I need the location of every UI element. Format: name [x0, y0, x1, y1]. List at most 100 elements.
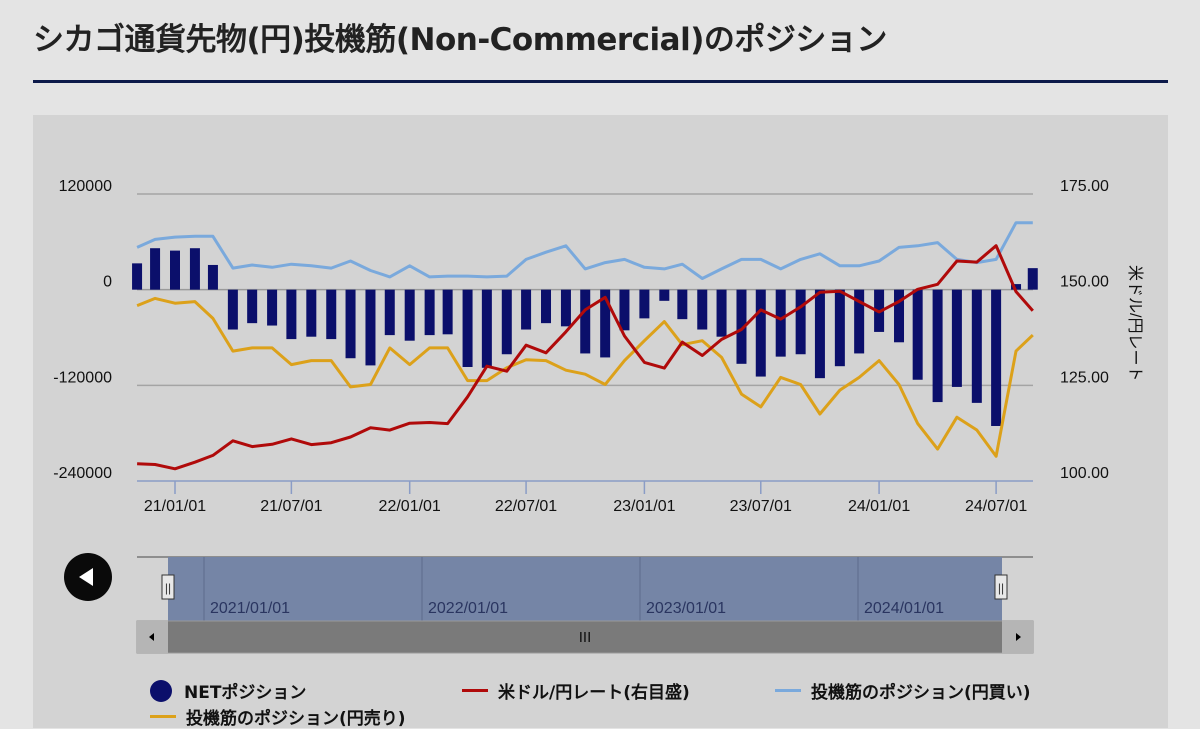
net-bar[interactable] — [501, 289, 512, 355]
x-tick-label: 23/01/01 — [613, 498, 675, 515]
x-tick-label: 24/01/01 — [848, 498, 910, 515]
net-bars — [132, 248, 1038, 426]
arrow-right-icon — [1016, 633, 1021, 641]
arrow-left-icon — [149, 633, 154, 641]
legend-dot-icon — [150, 679, 172, 702]
right-tick-label: 125.00 — [1060, 369, 1109, 386]
net-bar[interactable] — [170, 250, 180, 290]
net-bar[interactable] — [286, 289, 297, 340]
net-bar[interactable] — [326, 289, 337, 340]
usdjpy-line[interactable] — [137, 244, 1034, 471]
net-bar[interactable] — [580, 289, 591, 354]
net-bar[interactable] — [247, 289, 258, 324]
legend-label: 投機筋のポジション(円売り) — [186, 709, 406, 729]
net-bar[interactable] — [795, 289, 806, 355]
left-tick-label: 120000 — [59, 178, 112, 195]
x-tick-label: 24/07/01 — [965, 498, 1027, 515]
left-tick-label: 0 — [103, 274, 112, 291]
net-bar[interactable] — [345, 289, 356, 359]
axes — [137, 480, 1033, 494]
legend-item-long[interactable]: 投機筋のポジション(円買い) — [775, 678, 1031, 703]
net-bar[interactable] — [541, 289, 552, 324]
net-bar[interactable] — [384, 289, 395, 336]
net-bar[interactable] — [267, 289, 278, 326]
short-position-line[interactable] — [136, 296, 1034, 458]
right-tick-label: 175.00 — [1060, 178, 1109, 195]
navigator-label: 2021/01/01 — [210, 600, 290, 617]
scroll-grip-icon[interactable]: III — [579, 629, 592, 646]
x-tick-label: 23/07/01 — [730, 498, 792, 515]
navigator[interactable]: 2021/01/01 2022/01/01 2023/01/01 2024/01/01… — [137, 556, 1033, 621]
left-tick-label: -120000 — [53, 369, 112, 386]
navigator-label: 2024/01/01 — [864, 600, 944, 617]
tick-labels: 120000 0 -120000 -240000 175.00 150.00 125.00 1… — [53, 178, 1109, 515]
left-tick-label: -240000 — [53, 465, 112, 482]
net-bar[interactable] — [755, 289, 766, 377]
net-bar[interactable] — [424, 289, 435, 336]
net-bar[interactable] — [1011, 284, 1022, 290]
net-bar[interactable] — [306, 289, 317, 337]
legend-line-icon — [775, 689, 801, 692]
navigator-label: 2022/01/01 — [428, 600, 508, 617]
net-bar[interactable] — [189, 248, 200, 290]
net-bar[interactable] — [560, 289, 571, 327]
right-tick-label: 150.00 — [1060, 274, 1109, 291]
x-tick-label: 21/01/01 — [144, 498, 206, 515]
net-bar[interactable] — [404, 289, 415, 341]
right-tick-label: 100.00 — [1060, 465, 1109, 482]
title-underline — [33, 80, 1168, 83]
net-bar[interactable] — [736, 289, 747, 364]
scrollbar[interactable]: III — [136, 620, 1034, 654]
net-bar[interactable] — [659, 289, 670, 301]
net-bar[interactable] — [365, 289, 376, 366]
net-bar[interactable] — [481, 289, 492, 368]
navigator-handle-right[interactable] — [994, 574, 1008, 600]
net-bar[interactable] — [442, 289, 453, 335]
net-bar[interactable] — [677, 289, 688, 320]
net-bar[interactable] — [971, 289, 982, 403]
net-bar[interactable] — [991, 289, 1002, 426]
legend-item-net[interactable]: NETポジション — [150, 678, 306, 703]
net-bar[interactable] — [834, 289, 845, 367]
net-bar[interactable] — [894, 289, 905, 343]
net-bar[interactable] — [521, 289, 532, 330]
right-axis-title: 米ドル/円レート — [1126, 265, 1144, 381]
net-bar[interactable] — [775, 289, 786, 357]
net-bar[interactable] — [639, 289, 650, 319]
net-bar[interactable] — [207, 264, 218, 290]
net-bar[interactable] — [932, 289, 943, 403]
net-bar[interactable] — [854, 289, 865, 354]
net-bar[interactable] — [462, 289, 473, 367]
grip-icon: || — [998, 581, 1004, 595]
navigator-selection[interactable] — [168, 557, 1002, 621]
net-bar[interactable] — [951, 289, 962, 387]
long-position-line[interactable] — [136, 221, 1033, 280]
legend-label: 投機筋のポジション(円買い) — [811, 683, 1031, 703]
grip-icon: || — [165, 581, 171, 595]
legend-label: NETポジション — [184, 683, 307, 703]
net-bar[interactable] — [697, 289, 708, 330]
net-bar[interactable] — [912, 289, 923, 380]
legend-line-icon — [150, 715, 176, 718]
net-bar[interactable] — [1027, 268, 1038, 290]
x-tick-label: 21/07/01 — [260, 498, 322, 515]
net-bar[interactable] — [150, 248, 161, 290]
legend-label: 米ドル/円レート(右目盛) — [498, 683, 690, 703]
net-bar[interactable] — [227, 289, 238, 330]
legend-item-usdjpy[interactable]: 米ドル/円レート(右目盛) — [462, 678, 690, 703]
x-tick-label: 22/07/01 — [495, 498, 557, 515]
net-bar[interactable] — [814, 289, 825, 379]
legend-line-icon — [462, 689, 488, 692]
navigator-label: 2023/01/01 — [646, 600, 726, 617]
x-tick-label: 22/01/01 — [379, 498, 441, 515]
back-button[interactable] — [64, 553, 112, 601]
legend-item-short[interactable]: 投機筋のポジション(円売り) — [150, 704, 406, 729]
net-bar[interactable] — [619, 289, 630, 331]
navigator-handle-left[interactable] — [161, 574, 175, 600]
net-bar[interactable] — [716, 289, 727, 337]
page-title: シカゴ通貨先物(円)投機筋(Non-Commercial)のポジション — [33, 22, 887, 58]
net-bar[interactable] — [600, 289, 611, 358]
net-bar[interactable] — [132, 263, 143, 290]
series-lines — [136, 221, 1034, 471]
